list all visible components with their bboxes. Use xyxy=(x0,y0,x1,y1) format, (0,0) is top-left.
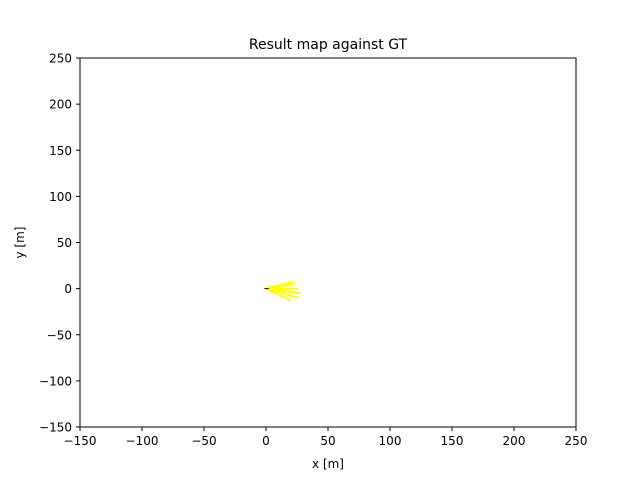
y-tick-label: 150 xyxy=(49,144,72,158)
plot-frame xyxy=(79,57,577,428)
x-tick-label: −50 xyxy=(191,434,216,448)
x-tick-label: 50 xyxy=(320,434,335,448)
x-axis-label: x [m] xyxy=(312,457,344,471)
x-tick-label: 250 xyxy=(565,434,588,448)
y-tick-label: −100 xyxy=(39,374,72,388)
result-map-line-5 xyxy=(265,281,295,290)
x-tick-label: −100 xyxy=(126,434,159,448)
y-tick-label: 0 xyxy=(64,282,72,296)
y-tick-label: 250 xyxy=(49,52,72,66)
y-tick-label: 100 xyxy=(49,190,72,204)
x-tick-label: 0 xyxy=(262,434,270,448)
y-tick-label: 200 xyxy=(49,98,72,112)
x-tick-label: 200 xyxy=(503,434,526,448)
x-axis: −150 −100 −50 0 50 100 150 200 250 xyxy=(64,427,588,448)
chart-title: Result map against GT xyxy=(249,37,408,53)
x-tick-label: −150 xyxy=(64,434,97,448)
y-tick-label: −50 xyxy=(47,328,72,342)
x-tick-label: 150 xyxy=(441,434,464,448)
result-map-line-4 xyxy=(265,287,292,302)
y-tick-label: −150 xyxy=(39,421,72,435)
y-tick-label: 50 xyxy=(57,236,72,250)
x-tick-label: 100 xyxy=(379,434,402,448)
y-axis-label: y [m] xyxy=(13,227,27,259)
data-layer xyxy=(264,281,301,302)
y-axis: −150 −100 −50 0 50 100 150 200 250 xyxy=(39,52,80,435)
